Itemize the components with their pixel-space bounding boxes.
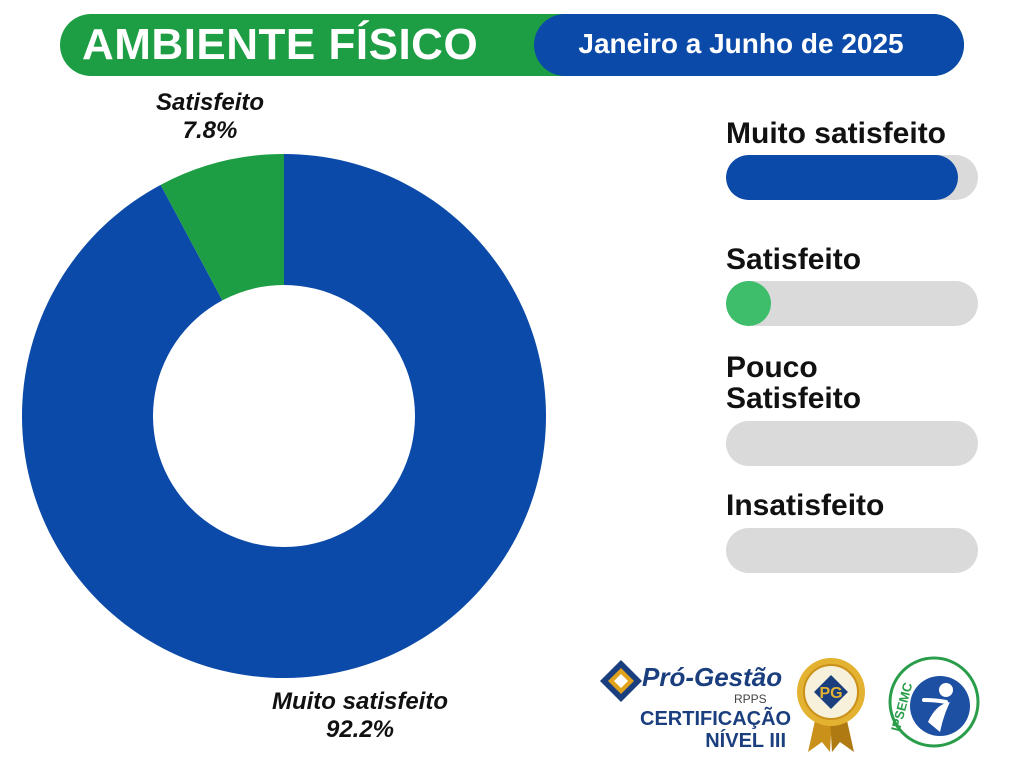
legend-label: Pouco Satisfeito (726, 351, 862, 415)
certification-title: CERTIFICAÇÃO (640, 708, 792, 730)
legend-item-muito-satisfeito: Muito satisfeito (726, 117, 978, 200)
legend-label: Muito satisfeito (726, 117, 947, 150)
progress-track (726, 155, 978, 200)
page-title: AMBIENTE FÍSICO (82, 20, 479, 69)
progestao-rpps: RPPS (734, 692, 767, 706)
period-label: Janeiro a Junho de 2025 (578, 28, 904, 59)
ipsemc-logo-icon: IPSEMC (888, 656, 980, 748)
slice-label-muito-satisfeito-value: 92.2% (325, 716, 395, 743)
slice-label-satisfeito-name: Satisfeito (155, 89, 265, 116)
legend-item-insatisfeito: Insatisfeito (726, 489, 978, 573)
progress-track (726, 421, 978, 466)
donut-slice-muito-satisfeito (21, 154, 546, 678)
donut-slice-satisfeito (160, 154, 284, 301)
progress-track (726, 528, 978, 573)
legend-label: Satisfeito (726, 243, 862, 276)
donut-chart (21, 154, 546, 678)
period-banner (534, 14, 964, 76)
progestao-logo-icon (600, 660, 642, 702)
progress-fill (726, 155, 958, 200)
slice-label-satisfeito-value: 7.8% (182, 117, 238, 144)
legend-item-pouco-satisfeito: Pouco Satisfeito (726, 351, 978, 466)
seal-letters: PG (819, 685, 842, 702)
slice-label-satisfeito: Satisfeito 7.8% (130, 89, 290, 145)
legend-item-satisfeito: Satisfeito (726, 243, 978, 326)
legend-label: Insatisfeito (726, 489, 885, 522)
progestao-logo-text: Pró-Gestão (642, 662, 783, 692)
certification-level: CERTIFICAÇÃO NÍVEL III (640, 708, 792, 752)
progress-fill (726, 281, 771, 326)
progress-track (726, 281, 978, 326)
slice-label-muito-satisfeito: Muito satisfeito 92.2% (240, 688, 480, 744)
certification-nivel: NÍVEL III (705, 730, 786, 752)
certification-seal-icon: PG (797, 658, 865, 752)
slice-label-muito-satisfeito-name: Muito satisfeito (271, 688, 448, 715)
certification-logos: Pró-Gestão RPPS CERTIFICAÇÃO NÍVEL III P… (596, 644, 996, 760)
